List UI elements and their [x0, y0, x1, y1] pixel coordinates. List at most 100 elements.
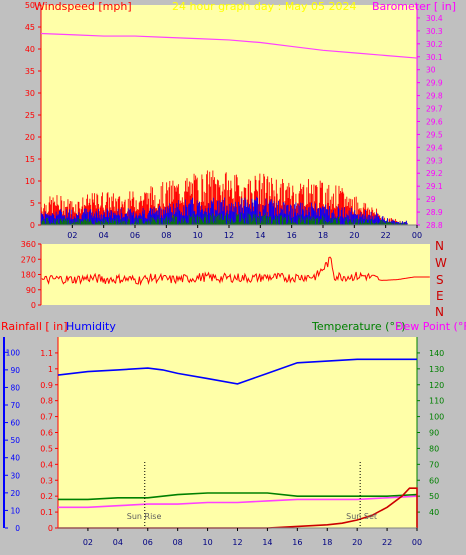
- baro-ytick-label: 30.4: [426, 14, 443, 23]
- humidity-ytick-label: 50: [10, 436, 20, 445]
- temperature-ytick-label: 110: [429, 397, 444, 406]
- temperature-ytick-label: 80: [429, 444, 439, 453]
- wind-xtick-label: 00: [412, 231, 422, 240]
- temperature-ytick-label: 90: [429, 429, 439, 438]
- rain-ytick-label: 0.7: [40, 413, 53, 422]
- humidity-ytick-label: 90: [10, 366, 20, 375]
- weather-xtick-label: 12: [232, 538, 242, 547]
- humidity-ytick-label: 40: [10, 454, 20, 463]
- wind-xtick-label: 12: [224, 231, 234, 240]
- temperature-ytick-label: 60: [429, 476, 439, 485]
- wind-ytick-label: 5: [30, 199, 35, 208]
- temperature-axis-label: Temperature (°F): [312, 320, 406, 333]
- direction-ytick-label: 90: [26, 286, 36, 295]
- wind-ytick-label: 45: [25, 23, 35, 32]
- wind-ytick-label: 35: [25, 67, 35, 76]
- weather-xtick-label: 10: [202, 538, 212, 547]
- wind-direction-line: [41, 256, 430, 286]
- wind-ytick-label: 30: [25, 89, 35, 98]
- baro-ytick-label: 30.2: [426, 40, 443, 49]
- wind-xtick-label: 22: [381, 231, 391, 240]
- humidity-ytick-label: 80: [10, 383, 20, 392]
- humidity-ytick-label: 100: [6, 348, 21, 357]
- compass-label-e: E: [436, 289, 444, 303]
- compass-label-n-bottom: N: [435, 305, 444, 319]
- rainfall-axis-label: Rainfall [ in]: [1, 320, 68, 333]
- humidity-ytick-label: 20: [10, 489, 20, 498]
- weather-xtick-label: 16: [292, 538, 302, 547]
- direction-ytick-label: 270: [21, 255, 36, 264]
- baro-ytick-label: 30: [426, 66, 436, 75]
- series-line-rain: [58, 487, 418, 529]
- compass-label-s: S: [436, 273, 444, 287]
- rain-ytick-label: 0.4: [40, 460, 53, 469]
- direction-plot-area: [41, 244, 430, 305]
- barometer-axis-label: Barometer [ in]: [372, 0, 456, 13]
- baro-ytick-label: 29.9: [426, 79, 443, 88]
- rain-ytick-label: 1.1: [40, 349, 53, 358]
- baro-ytick-label: 28.8: [426, 221, 443, 230]
- wind-ytick-label: 25: [25, 111, 35, 120]
- weather-xtick-label: 02: [83, 538, 93, 547]
- direction-ytick-label: 0: [31, 301, 36, 310]
- sun-marker-label: Sun Set: [346, 512, 377, 521]
- humidity-axis-label: Humidity: [66, 320, 116, 333]
- weather-xtick-label: 04: [113, 538, 123, 547]
- weather-xtick-label: 22: [382, 538, 392, 547]
- weather-xtick-label: 08: [173, 538, 183, 547]
- humidity-ytick-label: 30: [10, 471, 20, 480]
- wind-xtick-label: 04: [99, 231, 109, 240]
- baro-ytick-label: 29.4: [426, 143, 443, 152]
- wind-xtick-label: 02: [67, 231, 77, 240]
- wind-xtick-label: 18: [318, 231, 328, 240]
- wind-xtick-label: 08: [161, 231, 171, 240]
- barometer-line: [40, 32, 418, 59]
- baro-ytick-label: 28.9: [426, 208, 443, 217]
- weather-xtick-label: 14: [262, 538, 272, 547]
- direction-ytick-label: 180: [21, 271, 36, 280]
- rain-ytick-label: 0.5: [40, 444, 53, 453]
- temperature-ytick-label: 130: [429, 365, 444, 374]
- humidity-ytick-label: 10: [10, 506, 20, 515]
- dew-point-axis-label: Dew Point (°F): [395, 320, 466, 333]
- compass-label-n: N: [435, 239, 444, 253]
- humidity-ytick-label: 0: [15, 524, 20, 533]
- wind-ytick-label: 0: [30, 221, 35, 230]
- wind-xtick-label: 20: [349, 231, 359, 240]
- weather-xtick-label: 20: [352, 538, 362, 547]
- temperature-ytick-label: 120: [429, 381, 444, 390]
- series-line-humidity: [57, 358, 417, 385]
- wind-xtick-label: 10: [193, 231, 203, 240]
- wind-ytick-label: 10: [25, 177, 35, 186]
- baro-ytick-label: 29: [426, 195, 436, 204]
- rain-ytick-label: 0.1: [40, 508, 53, 517]
- temperature-ytick-label: 70: [429, 460, 439, 469]
- baro-ytick-label: 30.1: [426, 53, 443, 62]
- wind-ytick-label: 15: [25, 155, 35, 164]
- humidity-ytick-label: 70: [10, 401, 20, 410]
- temperature-ytick-label: 100: [429, 413, 444, 422]
- series-line-dew_point: [58, 495, 418, 509]
- temperature-ytick-label: 140: [429, 349, 444, 358]
- wind-xtick-label: 14: [255, 231, 265, 240]
- baro-ytick-label: 29.2: [426, 169, 443, 178]
- windspeed-axis-label: Windspeed [mph]: [34, 0, 132, 13]
- rain-ytick-label: 0.6: [40, 429, 53, 438]
- wind-xtick-label: 16: [287, 231, 297, 240]
- baro-ytick-label: 29.6: [426, 117, 443, 126]
- rain-ytick-label: 0.8: [40, 397, 53, 406]
- temperature-ytick-label: 40: [429, 508, 439, 517]
- sun-marker-label: Sun Rise: [127, 512, 162, 521]
- wind-ytick-label: 50: [25, 1, 35, 10]
- baro-ytick-label: 29.5: [426, 130, 443, 139]
- baro-ytick-label: 29.1: [426, 182, 443, 191]
- wind-xtick-label: 06: [130, 231, 140, 240]
- temperature-ytick-label: 50: [429, 492, 439, 501]
- weather-xtick-label: 06: [143, 538, 153, 547]
- rain-ytick-label: 0.2: [40, 492, 53, 501]
- wind-plot-area: [41, 5, 417, 225]
- baro-ytick-label: 29.8: [426, 92, 443, 101]
- direction-ytick-label: 360: [21, 240, 36, 249]
